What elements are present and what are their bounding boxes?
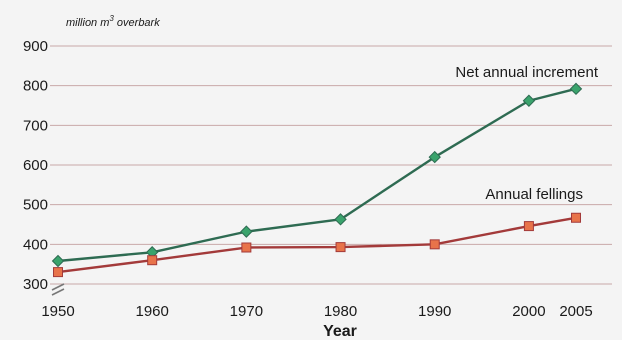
marker-net-annual-increment-1980 <box>334 213 347 226</box>
marker-net-annual-increment-2000 <box>522 94 536 107</box>
series-label-annual-fellings: Annual fellings <box>485 186 583 203</box>
x-axis-tick-labels: 1950 1960 1970 1980 1990 2000 2005 <box>41 303 592 320</box>
marker-net-annual-increment-2005 <box>569 82 583 96</box>
series-line-net-annual-increment <box>57 87 577 263</box>
series-markers <box>51 82 583 278</box>
marker-annual-fellings-1970 <box>241 242 252 253</box>
axis-break-mark <box>51 283 65 296</box>
x-tick-label-1970: 1970 <box>230 303 263 320</box>
marker-net-annual-increment-1970 <box>240 225 253 238</box>
y-tick-label-500: 500 <box>23 197 48 214</box>
marker-net-annual-increment-1950 <box>51 254 65 268</box>
y-tick-label-700: 700 <box>23 117 48 134</box>
series-label-net-annual-increment: Net annual increment <box>455 64 598 81</box>
x-tick-label-1960: 1960 <box>135 303 168 320</box>
marker-annual-fellings-1960 <box>147 255 158 266</box>
y-axis-break <box>51 283 65 296</box>
x-tick-label-1990: 1990 <box>418 303 451 320</box>
x-tick-label-1950: 1950 <box>41 303 74 320</box>
marker-net-annual-increment-1990 <box>428 150 441 164</box>
y-axis-tick-labels: 300 400 500 600 700 800 900 <box>23 38 48 293</box>
x-tick-label-1980: 1980 <box>324 303 357 320</box>
y-axis-unit-label: million m3 overbark <box>66 14 160 29</box>
y-tick-label-800: 800 <box>23 78 48 95</box>
y-tick-label-300: 300 <box>23 276 48 293</box>
y-tick-label-400: 400 <box>23 236 48 253</box>
series-line-annual-fellings <box>57 216 577 274</box>
marker-annual-fellings-1950 <box>53 267 63 278</box>
marker-annual-fellings-1980 <box>335 242 346 253</box>
y-tick-label-900: 900 <box>23 38 48 55</box>
x-tick-label-2000: 2000 <box>512 303 545 320</box>
marker-annual-fellings-2000 <box>523 221 534 232</box>
y-tick-label-600: 600 <box>23 157 48 174</box>
marker-annual-fellings-2005 <box>571 212 581 223</box>
x-tick-label-2005: 2005 <box>559 303 592 320</box>
grid-lines <box>50 45 612 285</box>
x-axis-title: Year <box>323 323 357 340</box>
marker-annual-fellings-1990 <box>429 239 440 250</box>
